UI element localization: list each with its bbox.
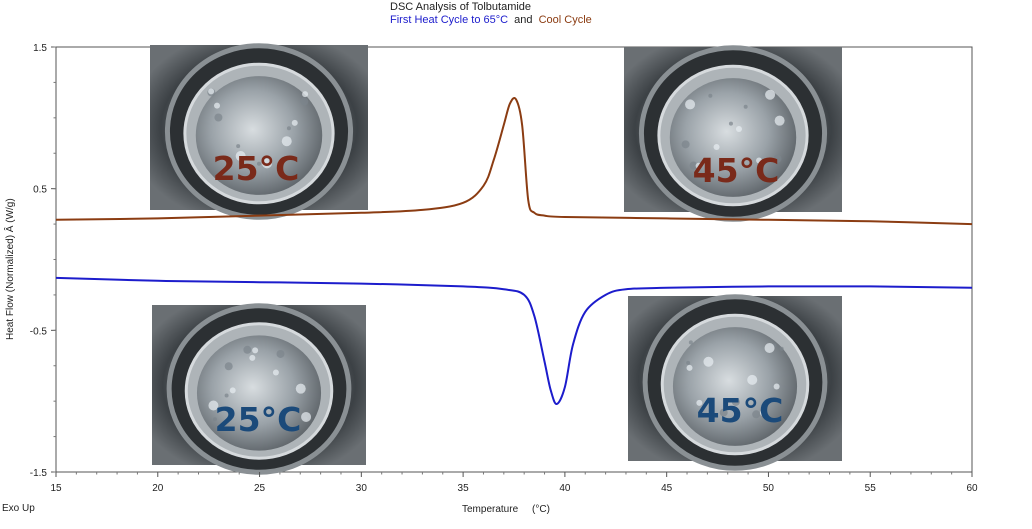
photo-inset: 45°C: [628, 296, 842, 468]
photo-inset: 45°C: [624, 47, 842, 219]
photo-temperature-label: 25°C: [215, 400, 302, 439]
x-tick-label: 35: [458, 483, 470, 494]
x-tick-label: 50: [763, 483, 775, 494]
photo-temperature-label: 25°C: [213, 149, 300, 188]
y-tick-label: 0.5: [33, 185, 47, 196]
x-tick-label: 60: [966, 483, 978, 494]
x-axis: 15 20 25 30 35 40 45 50 55 60: [50, 472, 978, 494]
y-tick-label: -1.5: [30, 468, 48, 479]
photo-inset: 25°C: [152, 305, 366, 472]
photo-inset: 25°C: [150, 45, 368, 217]
exo-up-label: Exo Up: [2, 503, 35, 514]
subtitle-cool-text: Cool Cycle: [539, 14, 592, 26]
x-axis-label: Temperature (°C): [462, 504, 550, 515]
chart-subtitle: First Heat Cycle to 65°C and Cool Cycle: [390, 14, 592, 26]
y-axis: 1.5 0.5 -0.5 -1.5: [30, 43, 56, 479]
x-tick-label: 30: [356, 483, 368, 494]
x-tick-label: 15: [50, 483, 62, 494]
x-tick-label: 55: [865, 483, 877, 494]
x-tick-label: 40: [559, 483, 571, 494]
x-tick-label: 25: [254, 483, 266, 494]
y-tick-label: 1.5: [33, 43, 47, 54]
x-tick-label: 45: [661, 483, 673, 494]
subtitle-heat-text: First Heat Cycle to 65°C: [390, 14, 508, 26]
y-axis-label: Heat Flow (Normalized) Â (W/g): [3, 198, 16, 340]
y-tick-label: -0.5: [30, 326, 48, 337]
photo-insets: 25°C 45°C 25°C 45°C: [150, 45, 842, 472]
chart-title: DSC Analysis of Tolbutamide: [390, 1, 531, 13]
photo-temperature-label: 45°C: [697, 391, 784, 430]
x-tick-label: 20: [152, 483, 164, 494]
photo-temperature-label: 45°C: [693, 151, 780, 190]
subtitle-and-text: and: [514, 14, 532, 26]
